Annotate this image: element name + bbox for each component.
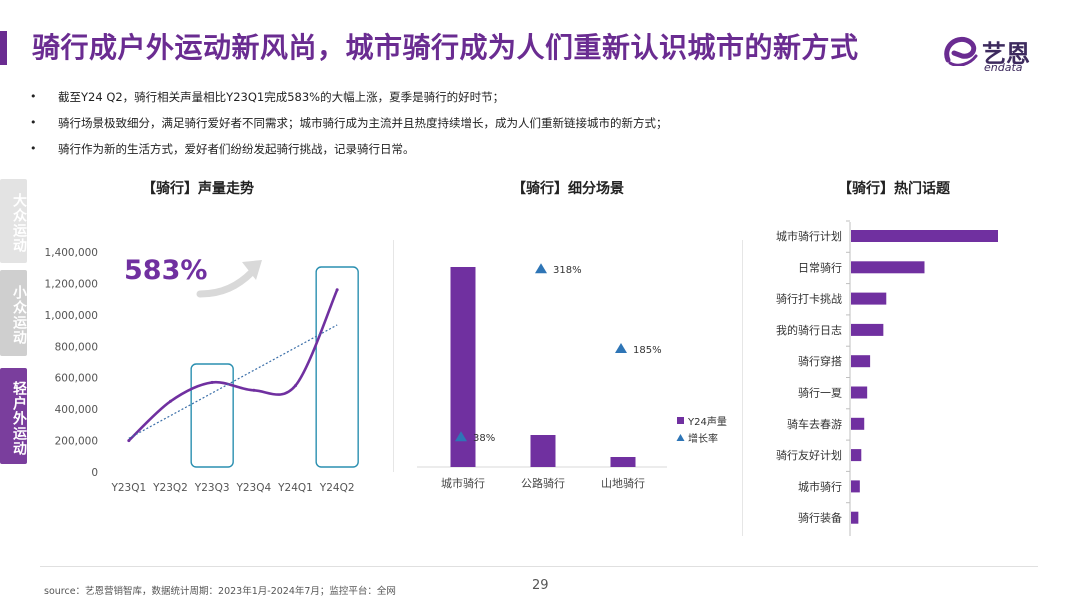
bar: [851, 386, 868, 399]
x-tick-label: Y23Q3: [194, 482, 230, 494]
bullet-item: • 截至Y24 Q2，骑行相关声量相比Y23Q1完成583%的大幅上涨，夏季是骑行…: [30, 88, 1030, 114]
trend-line-chart: 1,400,000 1,200,000 1,000,000 800,000 600,00…: [45, 247, 359, 494]
x-tick-label: 山地骑行: [601, 477, 645, 490]
y-tick-label: 骑行穿搭: [798, 354, 842, 368]
side-tab-light-outdoor[interactable]: 轻户外运动: [0, 368, 27, 464]
endata-logo: 艺恩 endata: [944, 32, 1054, 74]
x-tick-label: Y24Q1: [277, 482, 313, 494]
bar: [450, 267, 476, 467]
data-point: [210, 380, 214, 384]
y-tick-label: 骑行装备: [798, 511, 842, 525]
summary-bullets: • 截至Y24 Q2，骑行相关声量相比Y23Q1完成583%的大幅上涨，夏季是骑行…: [30, 88, 1030, 166]
x-tick-label: Y23Q2: [152, 482, 188, 494]
growth-arrow: [196, 268, 256, 298]
y-tick-label: 1,200,000: [45, 278, 98, 290]
chart-divider: [742, 240, 743, 536]
x-tick-label: Y24Q2: [319, 482, 355, 494]
data-point: [294, 384, 297, 388]
side-tab-mass-sports[interactable]: 大众运动: [0, 179, 27, 263]
bar: [851, 511, 859, 524]
chart-divider: [393, 240, 394, 472]
y-tick-label: 城市骑行计划: [776, 229, 842, 243]
data-point: [127, 439, 131, 443]
chart-title-trend: 【骑行】声量走势: [142, 181, 254, 197]
bullet-text: 骑行场景极致细分，满足骑行爱好者不同需求；城市骑行成为主流并且热度持续增长，成为…: [58, 116, 668, 130]
bar: [851, 417, 865, 430]
data-point: [252, 388, 256, 392]
highlight-box: [315, 266, 359, 468]
chart-title-topics: 【骑行】热门话题: [838, 181, 950, 197]
y-tick-label: 我的骑行日志: [776, 323, 842, 337]
legend-swatch-bar: [677, 417, 684, 424]
y-tick-label: 骑车去春游: [787, 417, 842, 431]
page-number: 29: [532, 578, 549, 593]
page-title: 骑行成户外运动新风尚，城市骑行成为人们重新认识城市的新方式: [32, 31, 859, 64]
bullet-text: 骑行作为新的生活方式，爱好者们纷纷发起骑行挑战，记录骑行日常。: [58, 142, 415, 156]
growth-arrow-head: [242, 260, 262, 280]
bullet-item: • 骑行作为新的生活方式，爱好者们纷纷发起骑行挑战，记录骑行日常。: [30, 140, 1030, 166]
trendline: [128, 324, 338, 439]
growth-annotation: 583%: [124, 255, 207, 286]
y-tick-label: 骑行打卡挑战: [776, 292, 842, 306]
logo-text-en: endata: [984, 61, 1023, 74]
bullet-dot: •: [30, 116, 37, 129]
growth-marker: [455, 431, 467, 442]
y-tick-label: 400,000: [55, 404, 98, 416]
endata-logo-icon: [944, 36, 978, 66]
side-tab-niche-sports[interactable]: 小众运动: [0, 270, 27, 356]
bar: [851, 480, 860, 493]
y-tick-label: 800,000: [55, 341, 98, 353]
topics-hbar-chart: 城市骑行计划日常骑行骑行打卡挑战我的骑行日志骑行穿搭骑行一夏骑车去春游骑行友好计…: [776, 220, 998, 536]
title-accent-bar: [0, 31, 7, 65]
bar: [851, 261, 925, 274]
bar: [851, 292, 887, 305]
y-tick-label: 1,000,000: [45, 310, 98, 322]
x-tick-label: Y23Q4: [235, 482, 271, 494]
growth-marker: [535, 263, 547, 274]
legend-label: Y24声量: [687, 415, 727, 428]
y-tick-label: 骑行一夏: [798, 387, 842, 400]
bullet-item: • 骑行场景极致细分，满足骑行爱好者不同需求；城市骑行成为主流并且热度持续增长，成…: [30, 114, 1030, 140]
bar: [851, 449, 862, 462]
y-tick-label: 0: [91, 467, 98, 479]
y-tick-label: 600,000: [55, 373, 98, 385]
data-point: [335, 288, 339, 292]
y-tick-label: 骑行友好计划: [776, 448, 842, 462]
bar: [851, 355, 871, 368]
x-tick-label: 城市骑行: [441, 476, 485, 490]
bullet-text: 截至Y24 Q2，骑行相关声量相比Y23Q1完成583%的大幅上涨，夏季是骑行的…: [58, 90, 505, 104]
source-note: source：艺恩营销智库，数据统计周期：2023年1月-2024年7月；监控平…: [44, 586, 396, 597]
growth-label: 185%: [633, 345, 662, 356]
data-point: [169, 399, 172, 403]
growth-label: 318%: [553, 265, 582, 276]
chart-title-scenes: 【骑行】细分场景: [512, 181, 624, 197]
y-tick-label: 城市骑行: [798, 479, 842, 493]
footer-divider: [40, 566, 1038, 567]
bar: [851, 323, 884, 336]
bullet-dot: •: [30, 90, 37, 103]
growth-label: 38%: [473, 433, 495, 444]
logo-text-cn: 艺恩: [982, 40, 1030, 68]
y-tick-label: 200,000: [55, 436, 98, 448]
bar: [530, 435, 556, 467]
y-tick-label: 日常骑行: [798, 261, 842, 274]
growth-marker: [615, 343, 627, 353]
legend-swatch-triangle: [676, 434, 685, 441]
x-tick-label: 公路骑行: [521, 477, 565, 490]
bar: [851, 230, 998, 242]
highlight-box: [190, 363, 234, 468]
y-tick-label: 1,400,000: [45, 247, 98, 259]
bullet-dot: •: [30, 142, 37, 155]
legend-label: 增长率: [688, 432, 718, 445]
x-tick-label: Y23Q1: [110, 482, 146, 494]
bar: [610, 457, 636, 467]
